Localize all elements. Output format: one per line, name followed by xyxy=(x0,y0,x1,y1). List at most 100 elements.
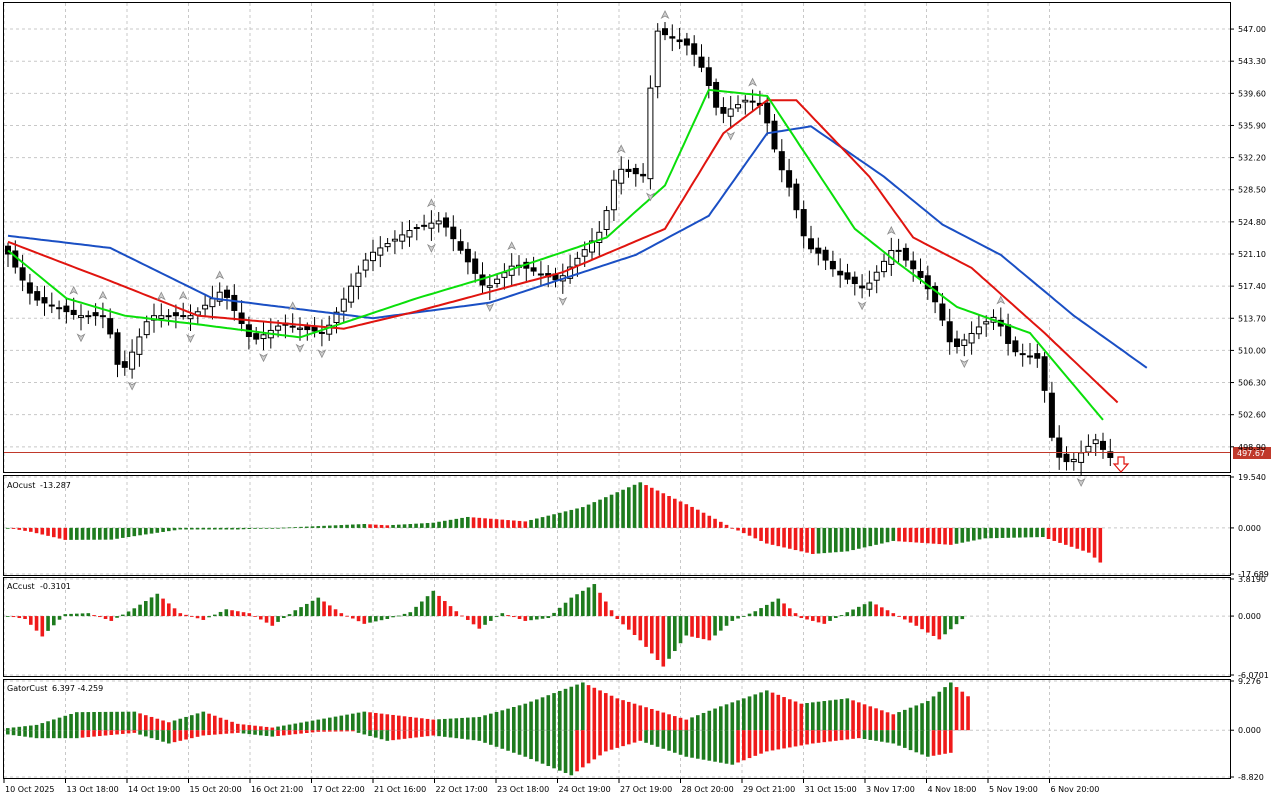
aocust-tick-label: -17.689 xyxy=(1238,570,1269,579)
candle-bear xyxy=(640,173,647,177)
gatorcust-lower-bar xyxy=(793,730,798,747)
gatorcust-upper-bar xyxy=(885,712,890,731)
fractal-up-icon xyxy=(288,301,298,311)
aocust-bar xyxy=(920,527,924,543)
gatorcust-upper-bar xyxy=(753,694,758,731)
aocust-bar xyxy=(201,527,206,530)
accust-bar xyxy=(575,594,579,617)
gatorcust-upper-bar xyxy=(184,716,188,731)
accust-bar xyxy=(299,607,303,617)
aocust-bar xyxy=(207,527,211,530)
gatorcust-upper-bar xyxy=(293,723,298,731)
candle-bull xyxy=(654,30,661,88)
aocust-bar xyxy=(926,527,930,544)
gatorcust-upper-bar xyxy=(224,719,229,731)
aocust-bar xyxy=(667,495,671,528)
candle-bear xyxy=(793,183,800,211)
gatorcust-lower-bar xyxy=(707,730,712,761)
accust-bar xyxy=(420,601,424,617)
gatorcust-upper-bar xyxy=(615,698,620,731)
aocust-bar xyxy=(356,524,361,528)
accust-bar xyxy=(443,601,447,617)
accust-bar xyxy=(213,614,217,617)
gatorcust-upper-bar xyxy=(742,698,746,731)
gatorcust-lower-bar xyxy=(115,730,119,735)
candle-bear xyxy=(1063,453,1070,463)
aocust-bar xyxy=(282,527,286,529)
price-pane[interactable] xyxy=(5,21,1114,476)
candle-bear xyxy=(1107,451,1114,458)
candle-bull xyxy=(384,243,391,248)
fractal-down-icon xyxy=(1076,478,1086,487)
accust-bar xyxy=(828,616,832,621)
candle-bear xyxy=(917,271,924,278)
gatorcust-upper-bar xyxy=(908,707,913,731)
accust-bar xyxy=(155,593,160,617)
gatorcust-upper-bar xyxy=(822,701,827,731)
aocust-bar xyxy=(908,527,913,543)
gatorcust-upper-bar xyxy=(673,716,677,731)
candle-bear xyxy=(800,209,807,237)
accust-bar xyxy=(880,607,884,617)
accust-bar xyxy=(310,600,315,617)
gatorcust-lower-bar xyxy=(471,730,476,741)
aocust-bar xyxy=(581,507,585,528)
accust-bar xyxy=(293,610,298,617)
gatorcust-lower-bar xyxy=(184,730,188,740)
accust-bar xyxy=(247,613,252,617)
candle-bull xyxy=(866,282,873,290)
aocust-bar xyxy=(776,527,781,547)
gatorcust-value: 6.397 -4.259 xyxy=(52,684,103,693)
accust-bar xyxy=(425,596,430,617)
candle-bull xyxy=(1092,439,1099,445)
candle-bear xyxy=(34,291,41,301)
gatorcust-upper-bar xyxy=(857,702,861,731)
fractal-up-icon xyxy=(660,10,670,19)
candle-bull xyxy=(158,315,165,319)
fractal-down-icon xyxy=(317,349,327,359)
gatorcust-upper-bar xyxy=(546,695,551,731)
accust-bar xyxy=(862,604,867,617)
aocust-bar xyxy=(1018,527,1022,538)
gatorcust-lower-bar xyxy=(604,730,608,752)
accust-bar xyxy=(931,616,936,636)
gatorcust-upper-bar xyxy=(362,711,367,731)
gatorcust-lower-bar xyxy=(673,730,677,753)
gatorcust-lower-bar xyxy=(822,730,827,743)
gatorcust-lower-bar xyxy=(805,730,809,745)
accust-bar xyxy=(483,616,487,625)
gatorcust-upper-bar xyxy=(494,711,499,731)
candle-bull xyxy=(486,285,493,288)
gatorcust-upper-bar xyxy=(736,700,740,731)
aocust-bar xyxy=(299,526,303,528)
candle-bull xyxy=(1078,452,1085,463)
candle-bull xyxy=(975,326,982,335)
candle-bear xyxy=(625,168,632,172)
gatorcust-lower-bar xyxy=(247,730,252,735)
aocust-bar xyxy=(563,511,568,528)
price-tick-label: 543.30 xyxy=(1238,57,1266,66)
fractal-up-icon xyxy=(69,285,79,295)
accust-bar xyxy=(448,606,453,617)
gatorcust-lower-bar xyxy=(460,730,464,739)
accust-bar xyxy=(126,611,131,617)
accust-bar xyxy=(92,615,96,617)
aocust-bar xyxy=(1064,527,1068,545)
aocust-bar xyxy=(811,527,815,554)
accust-bar xyxy=(730,616,735,621)
aocust-bar xyxy=(385,525,390,528)
candle-bull xyxy=(187,315,194,320)
gatorcust-lower-bar xyxy=(167,730,171,744)
accust-bar xyxy=(408,612,413,617)
aocust-bar xyxy=(937,527,942,545)
accust-bar xyxy=(316,597,321,617)
gatorcust-upper-bar xyxy=(172,720,177,731)
gatorcust-upper-bar xyxy=(765,690,769,731)
accust-bar xyxy=(517,616,522,619)
gatorcust-upper-bar xyxy=(586,685,591,731)
gatorcust-upper-bar xyxy=(385,714,390,731)
aocust-bar xyxy=(1087,527,1091,553)
accust-bar xyxy=(115,616,119,618)
aocust-bar xyxy=(724,524,729,528)
